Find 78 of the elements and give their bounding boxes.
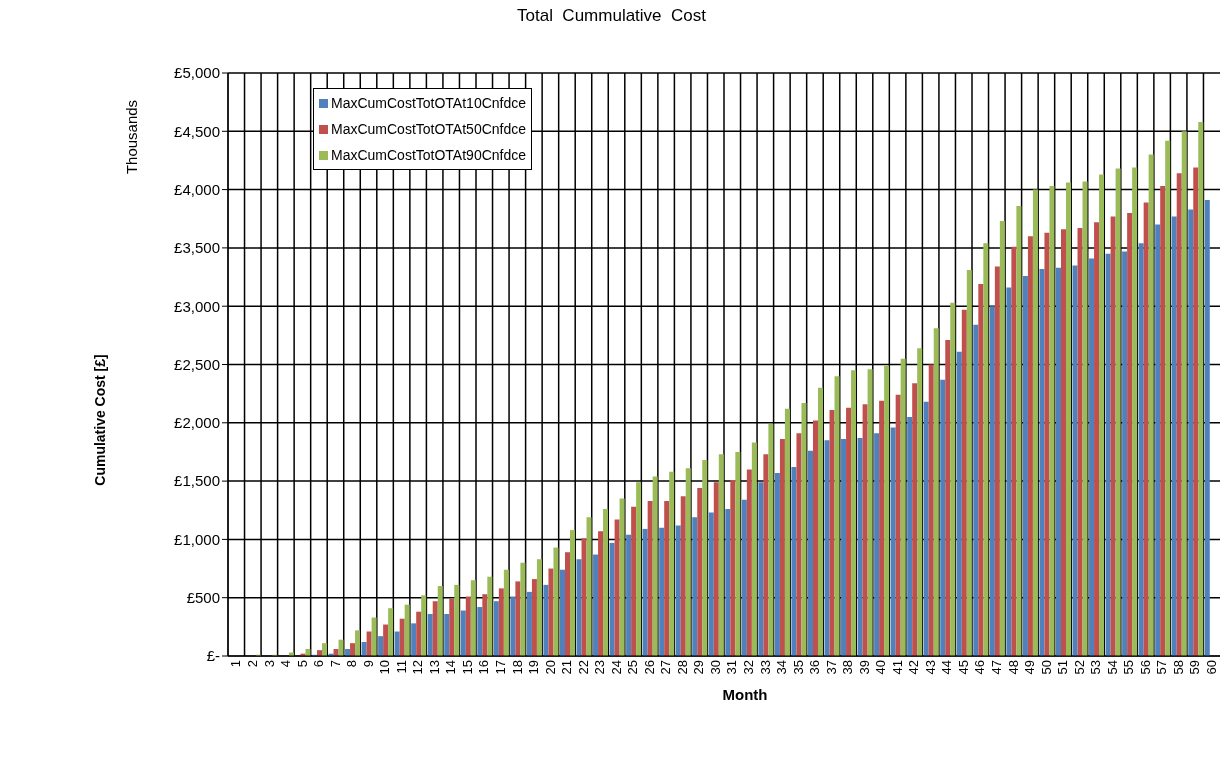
x-tick-label: 54 — [1104, 660, 1120, 675]
x-tick-label: 1 — [228, 660, 244, 668]
x-tick-label: 50 — [1038, 660, 1054, 675]
x-tick-label: 47 — [989, 660, 1005, 675]
x-tick-label: 4 — [278, 660, 294, 668]
x-tick-label: 57 — [1154, 660, 1170, 675]
x-tick-label: 20 — [542, 660, 558, 675]
x-tick-label: 8 — [344, 660, 360, 668]
x-tick-label: 42 — [906, 660, 922, 675]
legend-label: MaxCumCostTotOTAt50Cnfdce — [330, 120, 527, 139]
x-tick-label: 18 — [509, 660, 525, 675]
x-tick-label: 3 — [261, 660, 277, 668]
x-axis-title: Month — [722, 686, 768, 703]
x-tick-label: 58 — [1170, 660, 1186, 675]
x-tick-label: 26 — [641, 660, 657, 675]
x-tick-label: 10 — [377, 660, 393, 675]
x-tick-label: 30 — [707, 660, 723, 675]
x-tick-label: 53 — [1088, 660, 1104, 675]
x-tick-label: 29 — [691, 660, 707, 675]
x-tick-label: 6 — [311, 660, 327, 668]
x-tick-label: 9 — [360, 660, 376, 668]
y-tick-label: £500 — [186, 589, 220, 607]
y-tick-label: £5,000 — [174, 64, 220, 82]
x-tick-label: 23 — [592, 660, 608, 675]
x-tick-label: 5 — [294, 660, 310, 668]
y-tick-label: £- — [206, 647, 220, 665]
x-tick-label: 28 — [674, 660, 690, 675]
y-tick-label: £4,000 — [174, 180, 220, 198]
x-tick-label: 46 — [972, 660, 988, 675]
y-axis-title: Cumulative Cost [£] — [92, 354, 108, 486]
x-tick-label: 52 — [1071, 660, 1087, 675]
x-tick-label: 39 — [856, 660, 872, 675]
x-tick-label: 34 — [774, 660, 790, 675]
x-tick-label: 35 — [790, 660, 806, 675]
x-tick-label: 43 — [922, 660, 938, 675]
x-tick-label: 60 — [1203, 660, 1219, 675]
x-tick-label: 36 — [807, 660, 823, 675]
y-tick-label: £2,500 — [174, 355, 220, 373]
y-tick-label: £1,500 — [174, 472, 220, 490]
y-tick-label: £3,000 — [174, 297, 220, 315]
y-tick-label: £1,000 — [174, 530, 220, 548]
x-tick-label: 31 — [724, 660, 740, 675]
y-tick-label: £4,500 — [174, 122, 220, 140]
x-tick-label: 21 — [559, 660, 575, 675]
y-tick-label: £3,500 — [174, 239, 220, 257]
x-tick-label: 13 — [426, 660, 442, 675]
x-tick-label: 49 — [1022, 660, 1038, 675]
x-tick-label: 55 — [1121, 660, 1137, 675]
x-tick-label: 2 — [245, 660, 261, 668]
x-tick-label: 40 — [873, 660, 889, 675]
chart-title: Total Cummulative Cost — [516, 6, 707, 26]
x-tick-label: 59 — [1187, 660, 1203, 675]
x-tick-label: 38 — [840, 660, 856, 675]
x-tick-label: 25 — [625, 660, 641, 675]
x-tick-label: 56 — [1137, 660, 1153, 675]
x-tick-label: 33 — [757, 660, 773, 675]
x-tick-label: 44 — [939, 660, 955, 675]
x-tick-label: 19 — [526, 660, 542, 675]
x-tick-label: 51 — [1055, 660, 1071, 675]
x-tick-label: 22 — [575, 660, 591, 675]
x-tick-label: 14 — [443, 660, 459, 675]
x-tick-label: 16 — [476, 660, 492, 675]
y-tick-label: £2,000 — [174, 414, 220, 432]
x-tick-label: 48 — [1005, 660, 1021, 675]
x-tick-label: 32 — [741, 660, 757, 675]
x-tick-label: 27 — [658, 660, 674, 675]
x-tick-label: 17 — [493, 660, 509, 675]
text: Thousands — [122, 99, 140, 175]
x-tick-label: 7 — [327, 660, 343, 668]
legend-label: MaxCumCostTotOTAt10Cnfdce — [330, 94, 527, 113]
x-tick-label: 11 — [393, 660, 409, 674]
x-tick-label: 24 — [608, 660, 624, 675]
x-tick-label: 45 — [955, 660, 971, 675]
legend-label: MaxCumCostTotOTAt90Cnfdce — [330, 146, 527, 165]
x-tick-label: 37 — [823, 660, 839, 675]
x-tick-label: 15 — [459, 660, 475, 675]
x-tick-label: 41 — [889, 660, 905, 675]
x-tick-label: 12 — [410, 660, 426, 675]
